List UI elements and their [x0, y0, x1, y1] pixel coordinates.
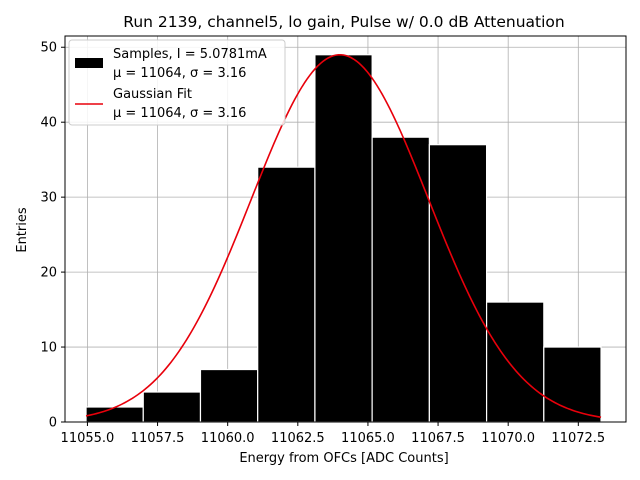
x-axis-ticks: 11055.0 11057.5 11060.0 11062.5 11065.0 11067… — [61, 422, 605, 446]
histogram-bar — [485, 301, 545, 423]
gaussian-fit-curve — [85, 53, 602, 418]
legend-samples-line2: μ = 11064, σ = 3.16 — [113, 66, 246, 81]
histogram-bar — [257, 166, 316, 423]
legend: Samples, I = 5.0781mA μ = 11064, σ = 3.1… — [68, 39, 286, 126]
legend-samples-line1: Samples, I = 5.0781mA — [113, 47, 267, 62]
y-axis-ticks: 0 10 20 30 40 50 — [40, 41, 65, 431]
x-tick-label: 11065.0 — [341, 431, 395, 446]
histogram-bar — [142, 391, 202, 423]
x-tick-label: 11060.0 — [201, 431, 255, 446]
plot-frame — [64, 35, 627, 423]
y-axis-label: Entries — [15, 207, 30, 253]
y-tick-label: 0 — [49, 416, 57, 431]
y-tick-label: 40 — [40, 116, 57, 131]
y-tick-label: 10 — [40, 341, 57, 356]
legend-fit-line1: Gaussian Fit — [113, 87, 192, 102]
x-tick-label: 11067.5 — [411, 431, 465, 446]
y-tick-label: 30 — [40, 191, 57, 206]
x-tick-label: 11057.5 — [131, 431, 185, 446]
histogram-bar — [199, 368, 259, 423]
x-tick-label: 11070.0 — [481, 431, 535, 446]
legend-box — [68, 39, 286, 126]
x-axis-label: Energy from OFCs [ADC Counts] — [239, 451, 448, 466]
y-tick-label: 50 — [40, 41, 57, 56]
histogram-bars — [85, 54, 602, 423]
x-tick-label: 11072.5 — [551, 431, 605, 446]
y-tick-label: 20 — [40, 266, 57, 281]
histogram-bar — [314, 54, 373, 423]
legend-samples-swatch — [75, 58, 103, 68]
x-tick-label: 11062.5 — [271, 431, 325, 446]
histogram-bar — [428, 144, 488, 423]
legend-fit-line2: μ = 11064, σ = 3.16 — [113, 106, 246, 121]
x-tick-label: 11055.0 — [61, 431, 115, 446]
chart-title: Run 2139, channel5, lo gain, Pulse w/ 0.… — [123, 13, 564, 31]
